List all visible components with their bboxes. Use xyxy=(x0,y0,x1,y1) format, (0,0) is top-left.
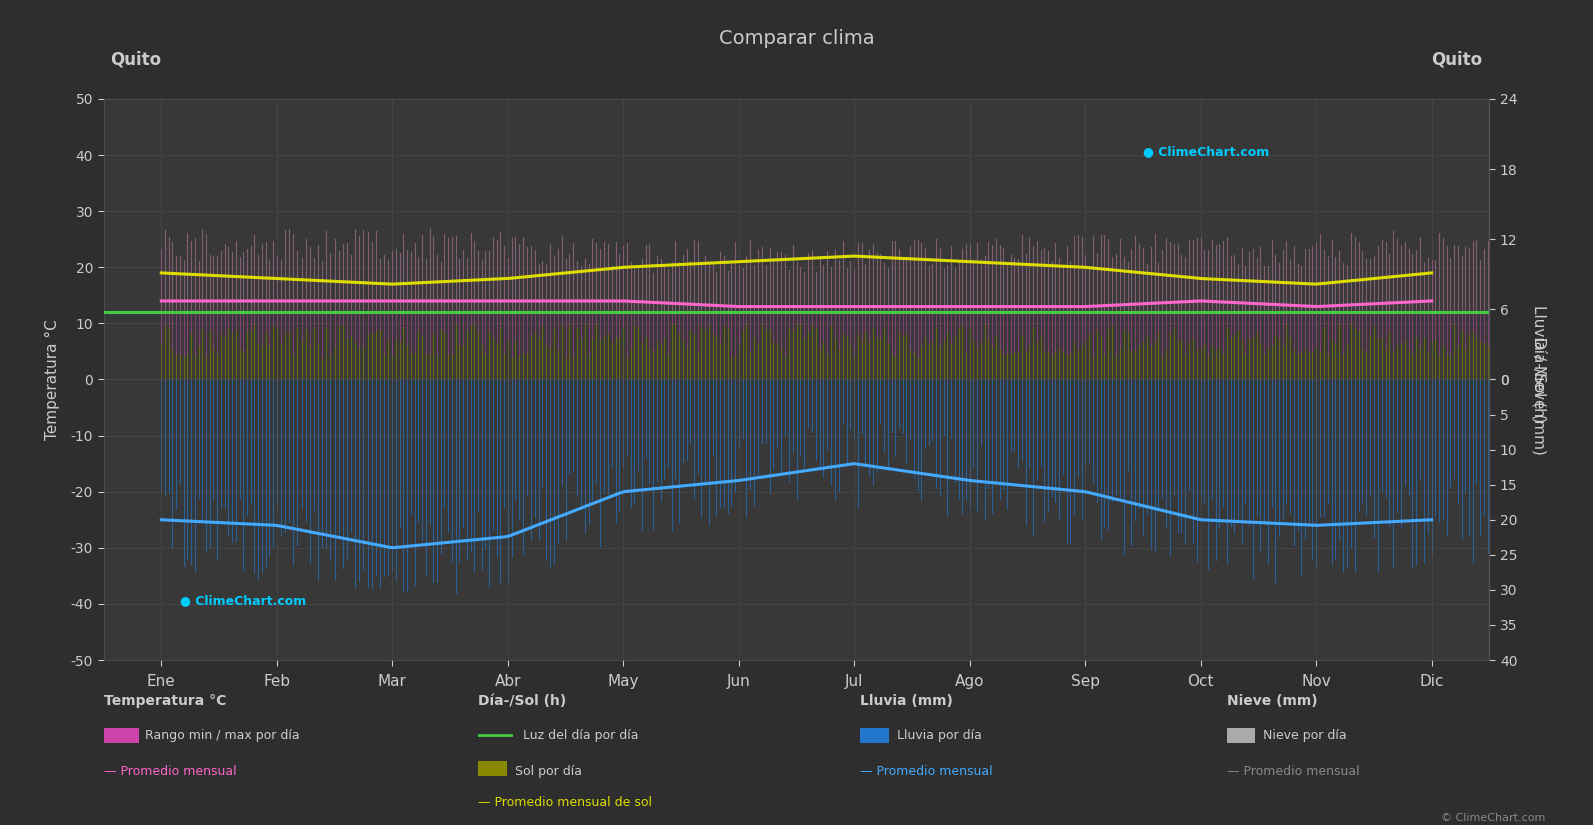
Text: Día-/Sol (h): Día-/Sol (h) xyxy=(478,695,566,709)
Text: Comparar clima: Comparar clima xyxy=(718,29,875,48)
Text: — Promedio mensual de sol: — Promedio mensual de sol xyxy=(478,796,652,809)
Y-axis label: Lluvia / Nieve (mm): Lluvia / Nieve (mm) xyxy=(1531,304,1547,455)
Text: — Promedio mensual: — Promedio mensual xyxy=(1227,765,1359,778)
Text: — Promedio mensual: — Promedio mensual xyxy=(860,765,992,778)
Text: Luz del día por día: Luz del día por día xyxy=(523,729,639,742)
Text: Sol por día: Sol por día xyxy=(515,765,581,778)
Text: Lluvia (mm): Lluvia (mm) xyxy=(860,695,953,709)
Y-axis label: Temperatura °C: Temperatura °C xyxy=(45,319,59,440)
Text: ● ClimeChart.com: ● ClimeChart.com xyxy=(180,594,306,607)
Text: Nieve (mm): Nieve (mm) xyxy=(1227,695,1317,709)
Text: — Promedio mensual: — Promedio mensual xyxy=(104,765,236,778)
Text: ● ClimeChart.com: ● ClimeChart.com xyxy=(1144,145,1270,158)
Text: Quito: Quito xyxy=(110,50,161,68)
Text: Nieve por día: Nieve por día xyxy=(1263,729,1346,742)
Text: Rango min / max por día: Rango min / max por día xyxy=(145,729,299,742)
Text: Lluvia por día: Lluvia por día xyxy=(897,729,981,742)
Text: Temperatura °C: Temperatura °C xyxy=(104,695,226,709)
Text: Quito: Quito xyxy=(1432,50,1483,68)
Text: © ClimeChart.com: © ClimeChart.com xyxy=(1440,813,1545,823)
Y-axis label: Día-/Sol (h): Día-/Sol (h) xyxy=(1531,337,1547,422)
